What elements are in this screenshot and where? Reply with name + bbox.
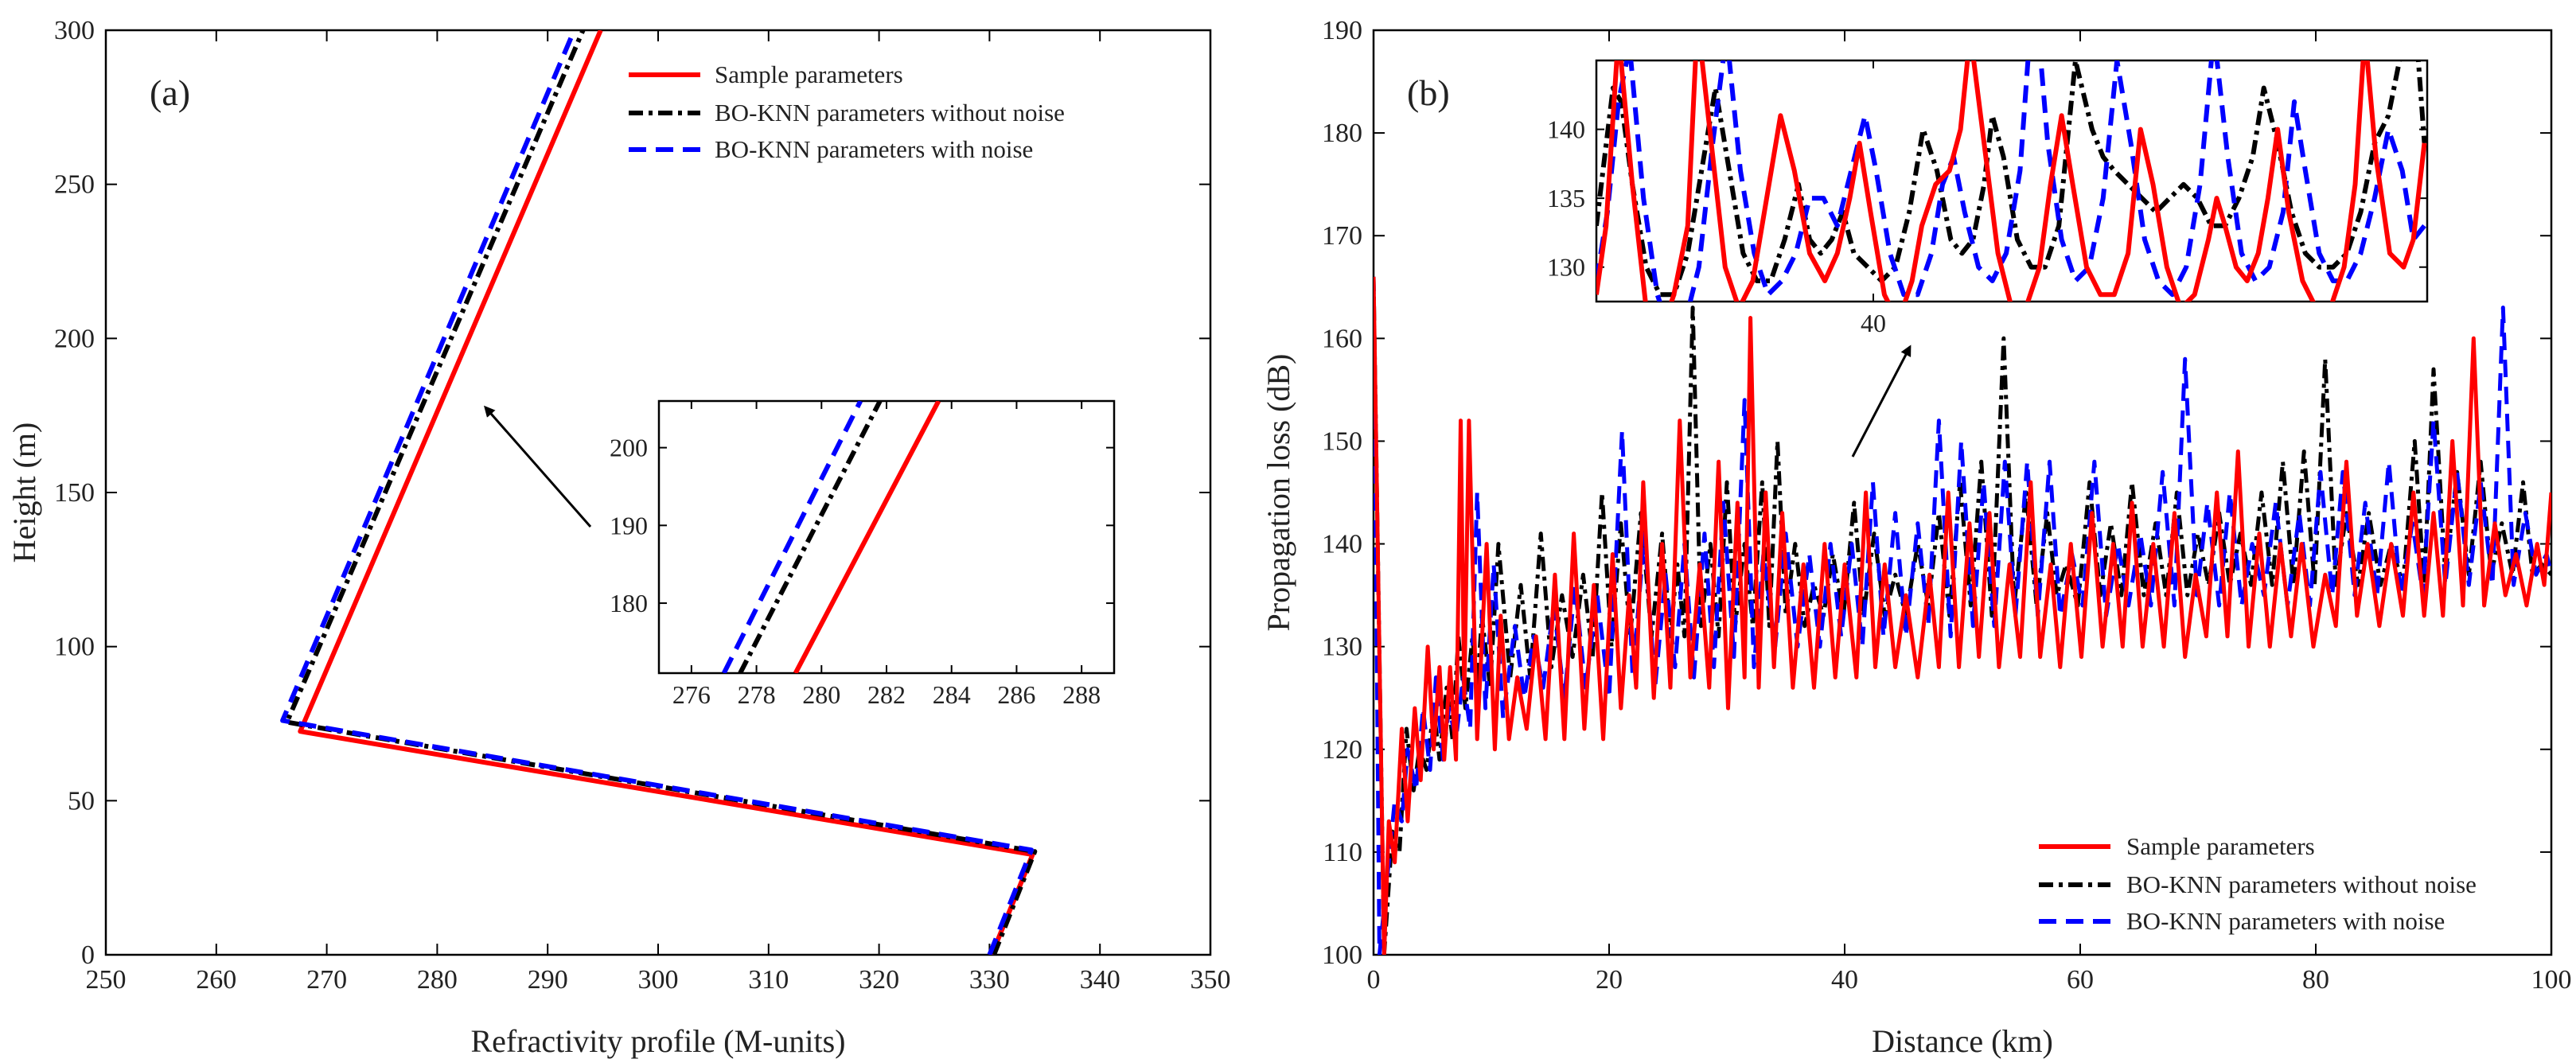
panel-b-ytick-label: 190 — [1322, 16, 1362, 45]
panel-b: 0 20 40 60 80 100 100 110 120 130 140 150 160 170 180 1… — [1261, 16, 2572, 1059]
legend-b-label-with-noise: BO-KNN parameters with noise — [2126, 907, 2445, 935]
panel-a-inset-arrow — [484, 405, 592, 528]
panel-a-ytick-label: 100 — [54, 633, 95, 662]
panel-b-ytick-label: 100 — [1322, 940, 1362, 970]
panel-a-inset-frame — [657, 399, 1116, 675]
panel-a-xtick-label: 300 — [638, 965, 679, 995]
panel-a-xlabel: Refractivity profile (M-units) — [471, 1023, 846, 1059]
legend-a-label-without-noise: BO-KNN parameters without noise — [715, 99, 1065, 127]
panel-a-xtick-label: 320 — [859, 965, 899, 995]
panel-b-xtick-label: 20 — [1596, 965, 1623, 995]
panel-b-ytick-label: 120 — [1322, 735, 1362, 765]
panel-a-xtick-label: 330 — [969, 965, 1010, 995]
panel-a-inset-xtick-label: 282 — [867, 680, 906, 709]
panel-b-xtick-label: 40 — [1831, 965, 1858, 995]
panel-b-ytick-label: 150 — [1322, 426, 1362, 456]
legend-a-label-sample: Sample parameters — [715, 60, 903, 88]
legend-b-label-sample: Sample parameters — [2126, 832, 2315, 860]
panel-b-legend: Sample parameters BO-KNN parameters with… — [2028, 818, 2537, 942]
panel-b-inset-arrow — [1851, 345, 1912, 458]
panel-a-inset-series-sample-parameters — [793, 401, 941, 673]
panel-a-ytick-label: 200 — [54, 324, 95, 353]
panel-b-ytick-label: 140 — [1322, 530, 1362, 559]
panel-a-label: (a) — [150, 72, 190, 113]
panel-a-series-bo-knn-parameters-with-noise — [280, 30, 1035, 955]
panel-a-inset-ticks: 276 278 280 282 284 286 288 180 190 200 — [610, 401, 1114, 709]
panel-b-inset-ytick-label: 135 — [1547, 184, 1585, 212]
panel-a-inset-xtick-label: 276 — [672, 680, 711, 709]
panel-a-xtick-label: 290 — [528, 965, 568, 995]
panel-a-inset-xtick-label: 284 — [933, 680, 971, 709]
panel-a-inset-xtick-label: 280 — [802, 680, 840, 709]
panel-a-ytick-label: 50 — [68, 786, 95, 816]
panel-b-series — [1374, 276, 2551, 955]
panel-a-xtick-label: 340 — [1080, 965, 1120, 995]
panel-a-inset-series — [722, 401, 941, 673]
panel-b-ytick-label: 170 — [1322, 221, 1362, 251]
panel-b-series-bo-knn-parameters-with-noise — [1374, 276, 2551, 955]
panel-b-inset-xtick-label: 40 — [1861, 309, 1886, 337]
panel-b-inset-series — [1596, 60, 2427, 302]
panel-b-xtick-label: 0 — [1367, 965, 1381, 995]
panel-a-inset-xtick-label: 288 — [1062, 680, 1101, 709]
panel-b-ytick-label: 180 — [1322, 119, 1362, 148]
panel-a-xtick-label: 280 — [417, 965, 458, 995]
panel-a-inset-ytick-label: 180 — [610, 589, 648, 617]
panel-a-ytick-label: 250 — [54, 170, 95, 200]
panel-a-ticks: 250 260 270 280 290 300 310 320 330 340 350 0 50 100 1… — [54, 16, 1231, 995]
panel-a-inset-series-bo-knn-parameters-without-noise — [738, 401, 883, 673]
panel-a: 250 260 270 280 290 300 310 320 330 340 350 0 50 100 1… — [6, 16, 1231, 1059]
panel-b-ytick-label: 130 — [1322, 633, 1362, 662]
panel-a-ylabel: Height (m) — [6, 422, 42, 563]
panel-a-xtick-label: 250 — [86, 965, 127, 995]
legend-a-label-with-noise: BO-KNN parameters with noise — [715, 135, 1033, 163]
panel-b-ytick-label: 160 — [1322, 324, 1362, 353]
panel-a-xtick-label: 310 — [748, 965, 789, 995]
panel-a-inset-ytick-label: 200 — [610, 434, 648, 462]
panel-b-ticks: 0 20 40 60 80 100 100 110 120 130 140 150 160 170 180 1… — [1322, 16, 2572, 995]
panel-b-xtick-label: 60 — [2067, 965, 2094, 995]
panel-b-label: (b) — [1407, 72, 1450, 113]
panel-a-ytick-label: 300 — [54, 16, 95, 45]
panel-b-inset-ytick-label: 140 — [1547, 115, 1585, 144]
panel-b-ylabel: Propagation loss (dB) — [1261, 354, 1296, 632]
panel-b-inset-series-sample-parameters — [1596, 60, 2427, 302]
panel-a-inset-xtick-label: 278 — [738, 680, 776, 709]
panel-a-series-bo-knn-parameters-without-noise — [284, 30, 1038, 955]
panel-a-xtick-label: 270 — [306, 965, 347, 995]
legend-b-background — [2028, 818, 2537, 942]
panel-a-series — [280, 30, 1038, 955]
panel-a-legend: Sample parameters BO-KNN parameters with… — [629, 60, 1065, 163]
panel-b-inset-series-bo-knn-parameters-with-noise — [1596, 60, 2426, 302]
panel-a-xtick-label: 260 — [196, 965, 236, 995]
panel-a-inset-xtick-label: 286 — [997, 680, 1035, 709]
panel-b-series-sample-parameters — [1374, 276, 2551, 955]
panel-b-inset-frame — [1595, 59, 2429, 303]
panel-a-xtick-label: 350 — [1191, 965, 1231, 995]
panel-a-ytick-label: 0 — [81, 940, 95, 970]
panel-b-xlabel: Distance (km) — [1872, 1023, 2053, 1059]
legend-b-label-without-noise: BO-KNN parameters without noise — [2126, 870, 2477, 898]
panel-a-inset-ytick-label: 190 — [610, 511, 648, 539]
panel-b-xtick-label: 80 — [2302, 965, 2329, 995]
panel-b-ytick-label: 110 — [1323, 838, 1362, 867]
panel-a-inset-series-bo-knn-parameters-with-noise — [722, 401, 863, 673]
panel-b-inset-ytick-label: 130 — [1547, 253, 1585, 282]
panel-a-ytick-label: 150 — [54, 478, 95, 508]
panel-b-xtick-label: 100 — [2531, 965, 2572, 995]
